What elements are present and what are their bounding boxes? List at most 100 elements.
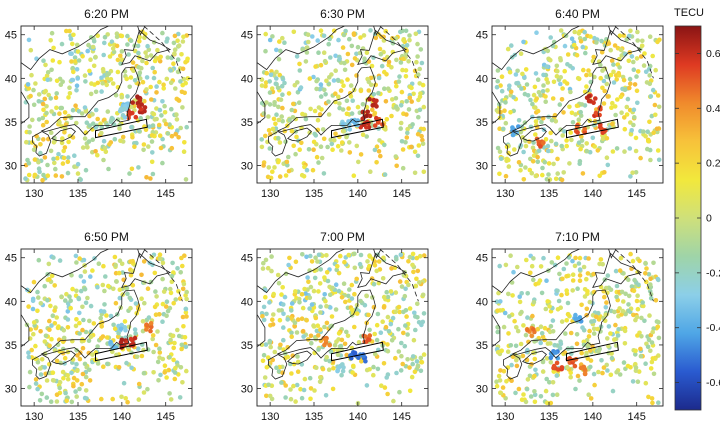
tec-station-point bbox=[306, 147, 312, 152]
tec-station-point bbox=[346, 252, 352, 258]
tec-station-point bbox=[543, 306, 549, 312]
tec-station-point bbox=[287, 255, 292, 261]
tec-station-point bbox=[160, 276, 165, 282]
tec-station-point bbox=[525, 291, 530, 296]
tec-station-point bbox=[38, 372, 44, 377]
tec-station-point bbox=[289, 128, 295, 134]
tec-station-point bbox=[308, 396, 313, 402]
tec-station-point bbox=[166, 367, 172, 373]
tec-station-point bbox=[291, 383, 296, 389]
tec-station-point bbox=[565, 364, 570, 370]
x-tick-label: 135 bbox=[305, 411, 323, 423]
tec-station-point bbox=[559, 143, 564, 149]
tec-station-point bbox=[633, 348, 638, 354]
tec-station-point bbox=[389, 266, 394, 271]
tec-station-point bbox=[153, 312, 159, 318]
tec-anomaly-point bbox=[122, 115, 128, 120]
tec-station-point bbox=[62, 130, 67, 135]
tec-station-point bbox=[598, 257, 604, 262]
tec-station-point bbox=[568, 374, 573, 380]
tec-station-point bbox=[134, 354, 140, 360]
tec-station-point bbox=[415, 153, 421, 159]
tec-station-point bbox=[44, 110, 49, 116]
tec-station-point bbox=[498, 390, 503, 396]
coastline bbox=[521, 127, 547, 142]
tec-station-point bbox=[547, 177, 553, 182]
tec-station-point bbox=[542, 159, 548, 165]
tec-station-point bbox=[643, 260, 648, 266]
tec-station-point bbox=[56, 151, 61, 157]
tec-station-point bbox=[182, 140, 187, 145]
tec-station-point bbox=[591, 331, 597, 336]
tec-station-point bbox=[563, 331, 568, 336]
tec-station-point bbox=[307, 76, 313, 81]
tec-station-point bbox=[499, 88, 505, 94]
tec-station-point bbox=[624, 37, 629, 42]
tec-station-point bbox=[403, 28, 409, 34]
tec-station-point bbox=[148, 176, 153, 181]
tec-station-point bbox=[400, 361, 406, 367]
tec-station-point bbox=[88, 303, 94, 309]
tec-station-point bbox=[87, 68, 92, 74]
tec-station-point bbox=[397, 74, 402, 79]
tec-station-point bbox=[173, 131, 178, 137]
tec-station-point bbox=[261, 111, 267, 116]
tec-station-point bbox=[54, 91, 59, 96]
tec-station-point bbox=[302, 164, 307, 170]
x-tick-label: 130 bbox=[261, 411, 279, 423]
tec-station-point bbox=[370, 107, 375, 113]
tec-station-point bbox=[108, 77, 114, 82]
tec-station-point bbox=[580, 44, 586, 50]
coastline bbox=[608, 26, 616, 36]
tec-station-point bbox=[95, 344, 100, 349]
tec-station-point bbox=[332, 137, 337, 143]
tec-station-point bbox=[554, 63, 560, 69]
tec-station-point bbox=[99, 324, 104, 329]
tec-station-point bbox=[281, 325, 286, 330]
tec-station-point bbox=[627, 85, 632, 91]
tec-station-point bbox=[558, 28, 564, 33]
tec-station-point bbox=[160, 30, 165, 36]
tec-station-point bbox=[349, 43, 355, 49]
tec-station-point bbox=[617, 372, 623, 377]
tec-station-point bbox=[52, 321, 58, 326]
tec-station-point bbox=[362, 56, 367, 61]
tec-station-point bbox=[595, 148, 601, 153]
tec-station-point bbox=[168, 397, 174, 402]
tec-station-point bbox=[357, 261, 363, 267]
tec-station-point bbox=[588, 364, 593, 370]
tec-station-point bbox=[524, 257, 529, 263]
tec-station-point bbox=[609, 105, 614, 110]
tec-station-point bbox=[49, 109, 54, 114]
tec-station-point bbox=[335, 352, 341, 358]
tec-station-point bbox=[591, 54, 596, 60]
tec-station-point bbox=[95, 361, 101, 366]
tec-station-point bbox=[270, 317, 275, 323]
tec-station-point bbox=[419, 60, 425, 66]
tec-station-point bbox=[100, 81, 105, 86]
tec-anomaly-point bbox=[119, 107, 125, 113]
tec-station-point bbox=[127, 84, 132, 90]
tec-station-point bbox=[500, 385, 506, 390]
tec-station-point bbox=[82, 269, 88, 274]
tec-station-point bbox=[622, 341, 628, 346]
tec-station-point bbox=[400, 28, 405, 34]
tec-station-point bbox=[352, 56, 358, 61]
tec-station-point bbox=[43, 88, 48, 94]
tec-station-point bbox=[409, 85, 414, 91]
tec-station-point bbox=[43, 62, 48, 68]
tec-station-point bbox=[129, 166, 135, 172]
axes-frame bbox=[256, 248, 429, 407]
tec-station-point bbox=[145, 286, 151, 292]
tec-anomaly-point bbox=[336, 365, 342, 371]
tec-station-point bbox=[651, 371, 657, 377]
tec-station-point bbox=[184, 296, 189, 302]
tec-anomaly-point bbox=[347, 127, 353, 132]
tec-station-point bbox=[67, 85, 72, 90]
tec-station-point bbox=[28, 327, 33, 332]
tec-station-point bbox=[498, 156, 504, 161]
tec-station-point bbox=[613, 268, 619, 274]
coastline bbox=[503, 354, 523, 380]
tec-station-point bbox=[581, 67, 586, 73]
